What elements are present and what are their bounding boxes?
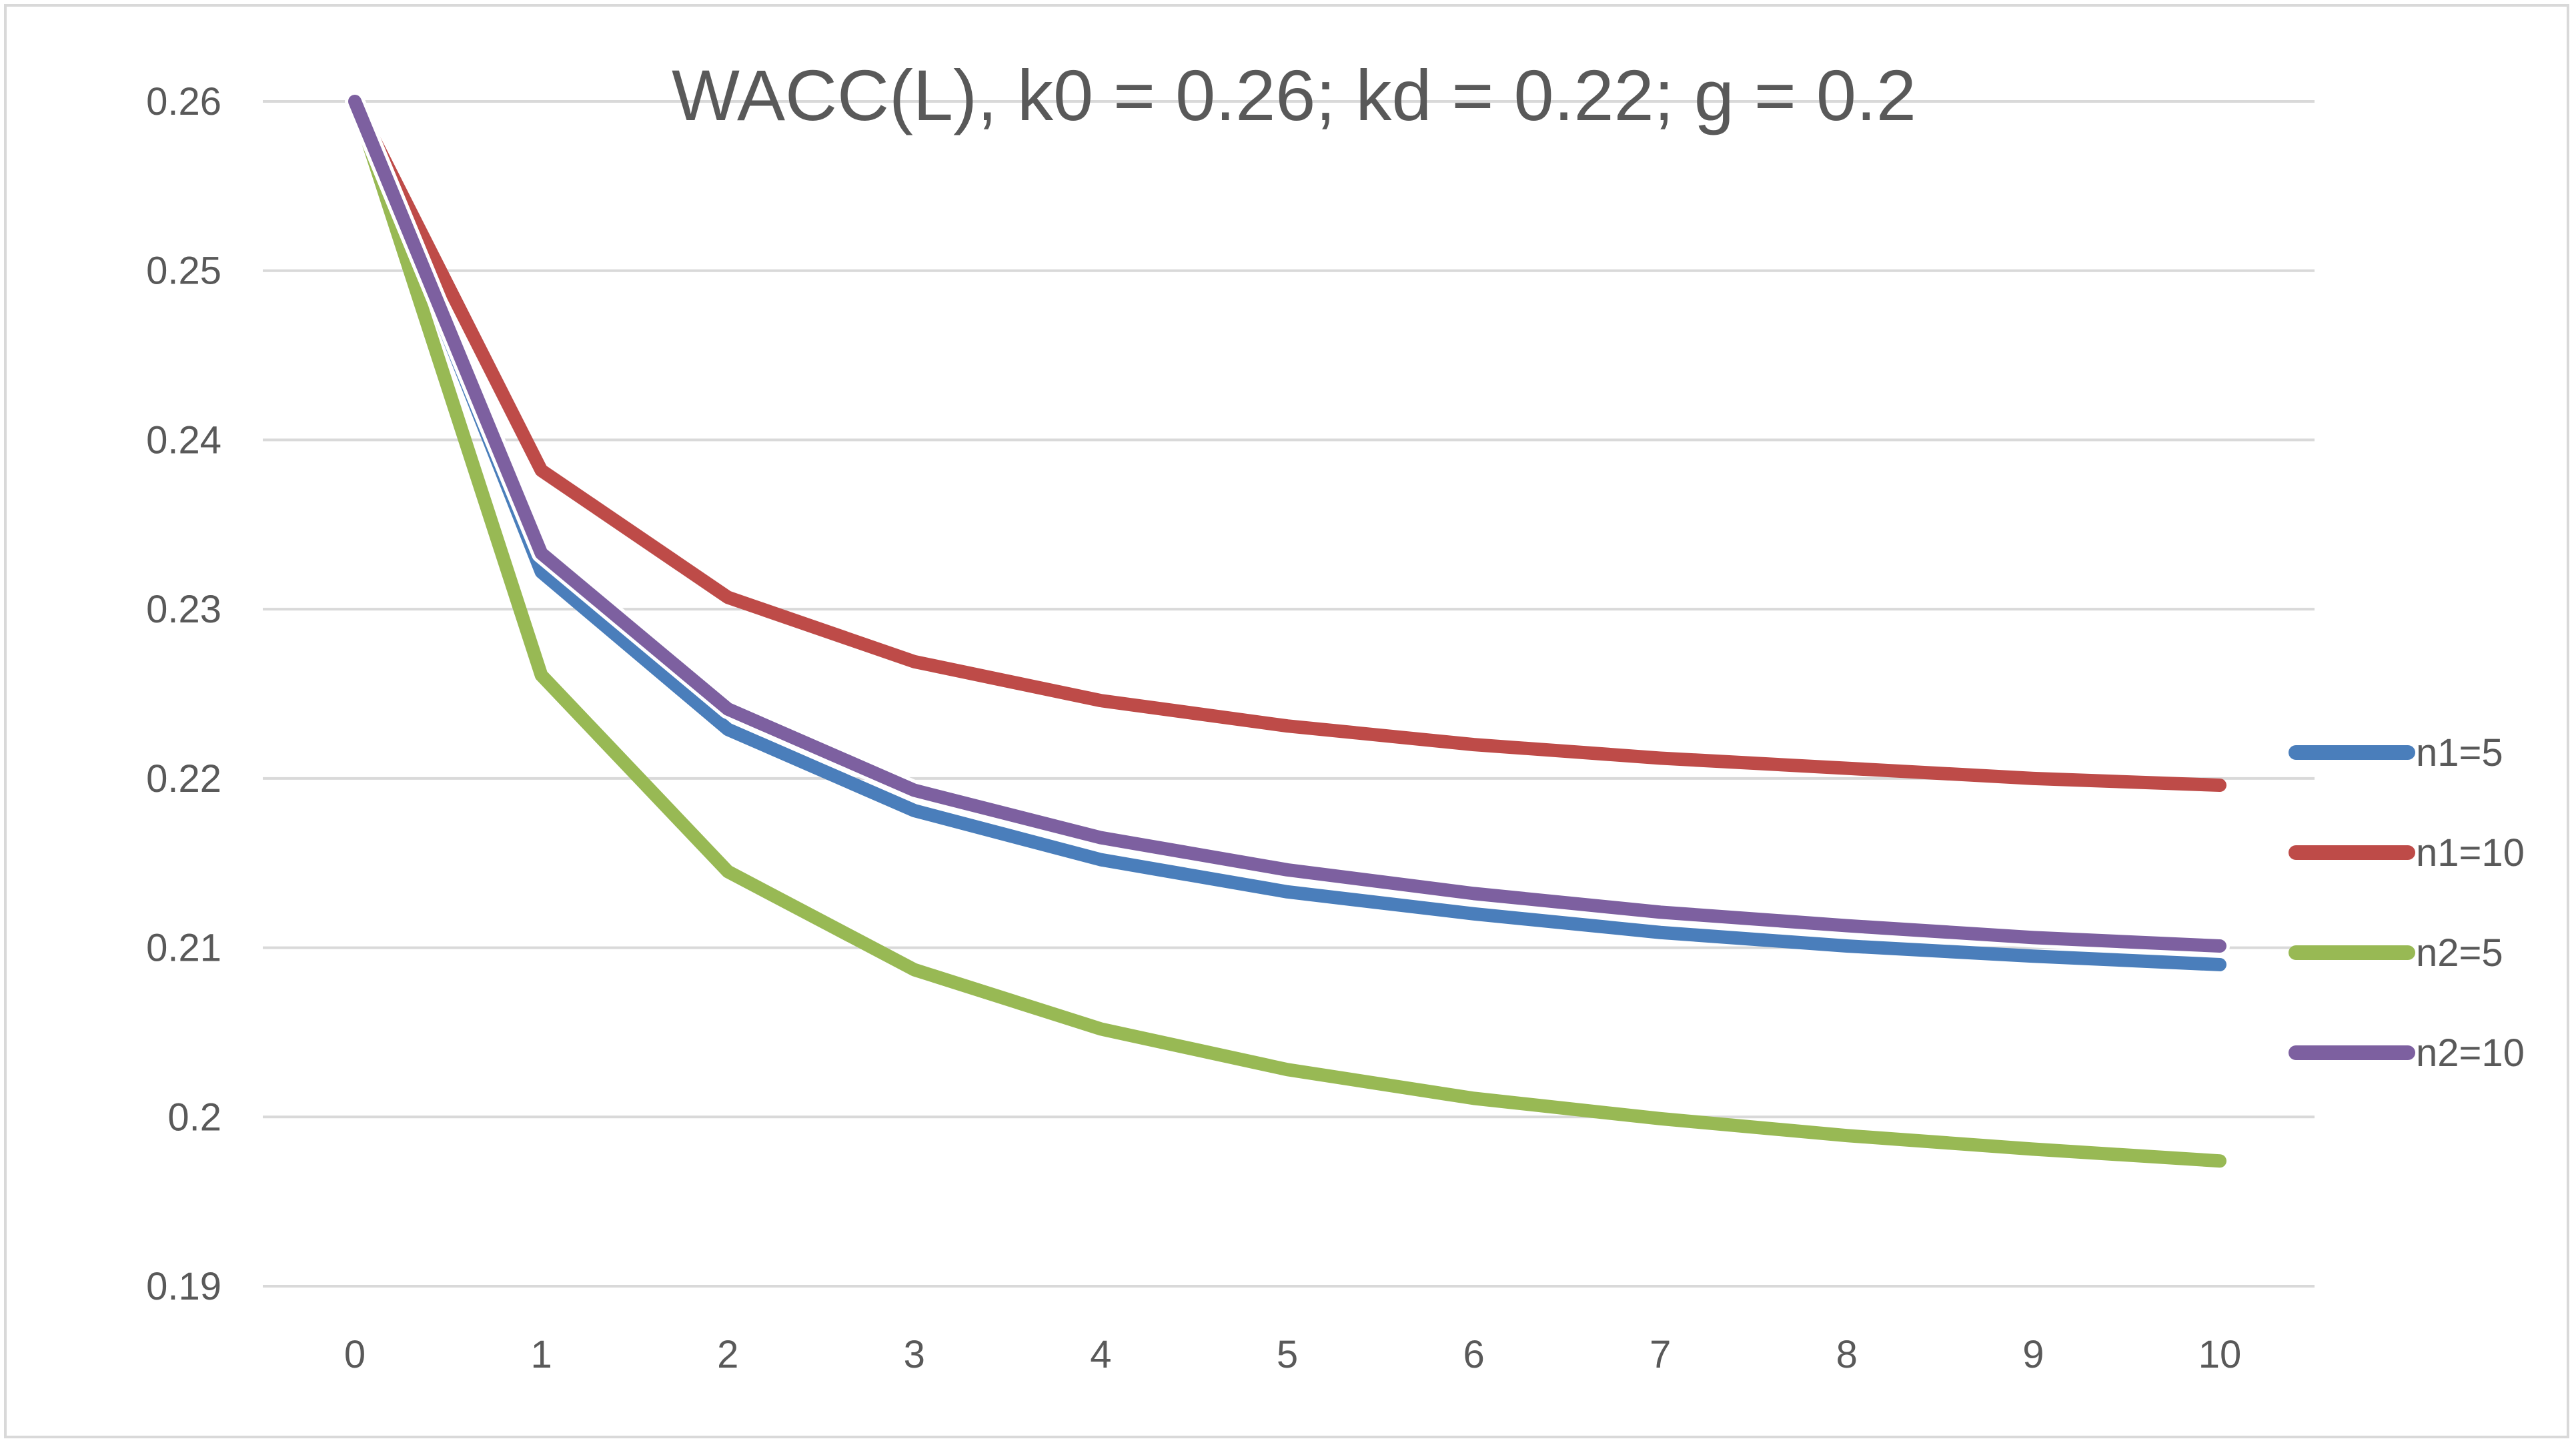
data-point	[1100, 837, 1101, 839]
series-n1=5	[348, 95, 2226, 971]
series-n2=10	[345, 91, 2230, 957]
data-point	[1100, 1028, 1101, 1029]
data-point	[2219, 964, 2220, 965]
data-point	[2219, 945, 2220, 947]
data-point	[727, 708, 728, 710]
x-tick-label: 1	[530, 1333, 552, 1376]
series-line	[348, 95, 2226, 953]
series-line	[348, 95, 2226, 793]
legend-label: n1=10	[2416, 831, 2525, 875]
series-line	[348, 95, 2226, 1168]
legend-label: n1=5	[2416, 731, 2503, 775]
data-point	[541, 674, 542, 676]
data-point	[914, 969, 915, 971]
y-tick-label: 0.19	[146, 1265, 221, 1308]
data-point	[2032, 778, 2034, 779]
data-point	[2032, 1148, 2034, 1149]
y-tick-label: 0.2	[167, 1095, 221, 1139]
gridlines	[263, 100, 2315, 1288]
legend-item: n1=5	[2289, 731, 2503, 775]
data-point	[1100, 700, 1101, 701]
series-line-outline	[345, 91, 2230, 957]
y-tick-label: 0.24	[146, 418, 221, 462]
x-tick-label: 2	[717, 1333, 738, 1376]
data-point	[2219, 785, 2220, 786]
data-point	[1846, 768, 1848, 769]
x-tick-label: 10	[2198, 1333, 2242, 1376]
data-point	[1846, 925, 1848, 927]
y-axis-tick-labels: 0.19 0.2 0.21 0.22 0.23 0.24 0.25 0.26	[146, 80, 221, 1308]
series-lines	[345, 91, 2230, 1168]
legend-label: n2=5	[2416, 931, 2503, 975]
data-point	[1473, 1097, 1475, 1099]
legend: n1=5 n1=10 n2=5 n2=10	[2289, 731, 2525, 1075]
legend-item: n1=10	[2289, 831, 2525, 875]
data-point	[727, 596, 728, 598]
y-tick-label: 0.25	[146, 250, 221, 293]
data-point	[1100, 859, 1101, 861]
line-chart: 0.19 0.2 0.21 0.22 0.23 0.24 0.25 0.26 0 1 2 3 4 5 6 7…	[146, 55, 2525, 1376]
y-tick-label: 0.22	[146, 757, 221, 801]
data-point	[1473, 744, 1475, 745]
x-tick-label: 9	[2022, 1333, 2044, 1376]
x-tick-label: 5	[1277, 1333, 1298, 1376]
x-tick-label: 4	[1090, 1333, 1111, 1376]
legend-item: n2=5	[2289, 931, 2503, 975]
data-point	[1660, 911, 1661, 913]
data-point	[727, 729, 728, 730]
data-point	[1846, 945, 1848, 947]
x-tick-label: 6	[1463, 1333, 1484, 1376]
legend-label: n2=10	[2416, 1031, 2525, 1075]
data-point	[1287, 1069, 1288, 1070]
data-point	[1473, 913, 1475, 915]
series-line	[348, 95, 2226, 971]
series-n2=5	[348, 95, 2226, 1168]
series-n1=10	[348, 95, 2226, 793]
data-point	[2219, 1160, 2220, 1161]
data-point	[2032, 955, 2034, 957]
x-axis-tick-labels: 0 1 2 3 4 5 6 7 8 9 10	[344, 1333, 2241, 1376]
data-point	[1287, 891, 1288, 893]
y-tick-label: 0.26	[146, 80, 221, 123]
data-point	[1660, 1118, 1661, 1119]
data-point	[1287, 725, 1288, 727]
data-point	[541, 470, 542, 471]
data-point	[541, 552, 542, 554]
legend-item: n2=10	[2289, 1031, 2525, 1075]
data-point	[914, 790, 915, 791]
x-tick-label: 8	[1836, 1333, 1858, 1376]
data-point	[1846, 1135, 1848, 1136]
data-point	[354, 101, 356, 102]
x-tick-label: 7	[1650, 1333, 1671, 1376]
data-point	[1660, 932, 1661, 933]
x-tick-label: 3	[904, 1333, 925, 1376]
chart-title: WACC(L), k0 = 0.26; kd = 0.22; g = 0.2	[672, 55, 1916, 135]
y-tick-label: 0.23	[146, 588, 221, 631]
data-point	[2032, 937, 2034, 938]
x-tick-label: 0	[344, 1333, 366, 1376]
data-point	[1660, 757, 1661, 759]
y-tick-label: 0.21	[146, 927, 221, 970]
data-point	[541, 571, 542, 572]
data-point	[1473, 893, 1475, 894]
chart-frame: 0.19 0.2 0.21 0.22 0.23 0.24 0.25 0.26 0 1 2 3 4 5 6 7…	[4, 4, 2569, 1438]
data-point	[914, 661, 915, 662]
data-point	[914, 810, 915, 811]
data-point	[1287, 869, 1288, 871]
data-point	[727, 871, 728, 872]
